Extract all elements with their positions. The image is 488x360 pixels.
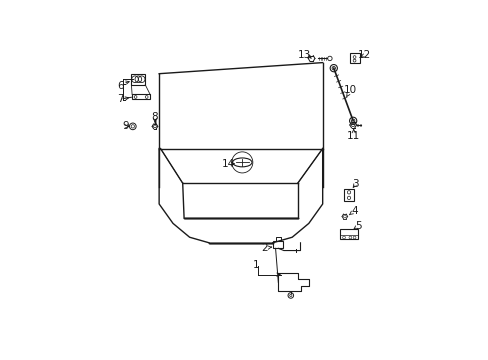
- Text: 8: 8: [151, 112, 158, 122]
- Text: 2: 2: [261, 243, 268, 253]
- Bar: [272, 240, 283, 248]
- Text: 3: 3: [352, 179, 359, 189]
- Text: 11: 11: [346, 131, 360, 141]
- Text: 10: 10: [343, 85, 356, 95]
- Bar: [131, 74, 145, 85]
- Bar: [349, 53, 359, 63]
- Bar: [344, 189, 353, 201]
- Text: 6: 6: [117, 81, 123, 91]
- Text: 7: 7: [117, 94, 123, 104]
- Text: 5: 5: [355, 221, 361, 231]
- Text: 1: 1: [252, 260, 259, 270]
- Text: 14: 14: [222, 159, 235, 169]
- Text: 13: 13: [297, 50, 311, 60]
- Text: 12: 12: [357, 50, 370, 60]
- Text: 4: 4: [350, 206, 357, 216]
- Bar: [340, 229, 357, 239]
- Bar: [132, 94, 150, 99]
- Text: 9: 9: [122, 121, 128, 131]
